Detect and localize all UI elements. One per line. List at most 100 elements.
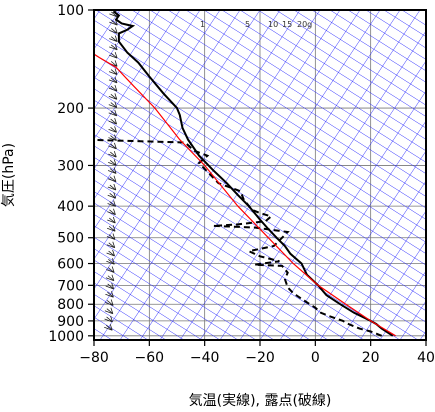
wind-barb bbox=[107, 175, 117, 183]
guide-line-shallow bbox=[94, 236, 257, 340]
series-line-0 bbox=[112, 10, 394, 337]
guide-line-steep bbox=[94, 10, 161, 110]
y-tick-label: 1000 bbox=[48, 329, 84, 345]
guide-line-shallow bbox=[113, 10, 426, 209]
guide-line-shallow bbox=[203, 10, 426, 152]
wind-barb bbox=[109, 27, 118, 34]
wind-barb bbox=[105, 299, 114, 306]
y-tick-label: 300 bbox=[57, 158, 84, 174]
wind-barbs bbox=[104, 10, 118, 331]
guide-line-steep bbox=[139, 10, 361, 340]
guide-line-steep bbox=[94, 10, 201, 170]
wind-barb bbox=[108, 134, 117, 141]
mixing-ratio-label: 15 bbox=[282, 20, 292, 29]
y-tick-label: 600 bbox=[57, 257, 84, 273]
wind-barb bbox=[108, 150, 117, 158]
x-tick-label: −40 bbox=[190, 350, 220, 366]
x-tick-label: −60 bbox=[135, 350, 165, 366]
wind-barb bbox=[106, 241, 116, 249]
wind-barb bbox=[106, 225, 116, 232]
mixing-ratio-label: 10 bbox=[268, 20, 278, 29]
guide-line-steep bbox=[94, 10, 141, 80]
guide-line-shallow bbox=[94, 145, 401, 340]
guide-line-shallow bbox=[95, 10, 426, 220]
y-tick-label: 100 bbox=[57, 3, 84, 19]
wind-barb bbox=[107, 208, 116, 216]
wind-barb bbox=[106, 266, 115, 273]
wind-barb bbox=[108, 101, 118, 108]
y-axis-title: 気圧(hPa) bbox=[1, 143, 17, 207]
x-tick-label: 0 bbox=[311, 350, 320, 366]
guide-line-steep bbox=[259, 90, 426, 340]
mixing-ratio-label: 20g bbox=[297, 20, 312, 29]
guide-line-shallow bbox=[131, 10, 426, 197]
wind-barb bbox=[107, 216, 116, 224]
x-tick-label: 40 bbox=[417, 350, 435, 366]
wind-barb bbox=[108, 93, 118, 100]
mixing-ratio-labels: 1 5 10 15 20g bbox=[200, 20, 312, 29]
wind-barb bbox=[108, 76, 118, 84]
guide-line-shallow bbox=[94, 31, 426, 243]
guide-line-shallow bbox=[94, 19, 426, 232]
guide-line-shallow bbox=[94, 282, 185, 340]
guide-line-steep bbox=[339, 210, 426, 340]
wind-barb bbox=[108, 126, 117, 133]
guide-line-shallow bbox=[239, 10, 426, 129]
wind-barb bbox=[108, 109, 118, 117]
wind-barb bbox=[108, 68, 118, 75]
guide-line-shallow bbox=[94, 191, 329, 340]
wind-barb bbox=[106, 249, 115, 257]
wind-barb bbox=[108, 159, 117, 166]
guide-line-steep bbox=[219, 30, 426, 340]
wind-barb bbox=[108, 142, 117, 150]
guide-line-shallow bbox=[94, 76, 426, 289]
guide-line-steep bbox=[379, 270, 426, 340]
wind-barb bbox=[109, 52, 118, 59]
guide-line-shallow bbox=[94, 156, 383, 340]
guide-line-shallow bbox=[167, 10, 426, 175]
y-tick-label: 800 bbox=[57, 297, 84, 313]
guide-line-steep bbox=[359, 240, 426, 340]
y-tick-label: 700 bbox=[57, 278, 84, 294]
guide-line-shallow bbox=[94, 65, 426, 277]
x-tick-label: −80 bbox=[79, 350, 109, 366]
guide-line-shallow bbox=[94, 202, 311, 340]
series-group bbox=[94, 10, 396, 337]
x-tick-label: −20 bbox=[245, 350, 275, 366]
wind-barb bbox=[108, 84, 118, 92]
guide-line-steep bbox=[179, 10, 401, 340]
wind-barb bbox=[104, 307, 114, 315]
y-tick-label: 400 bbox=[57, 199, 84, 215]
guide-line-steep bbox=[319, 180, 426, 340]
guide-line-shallow bbox=[94, 134, 419, 340]
wind-barb bbox=[109, 35, 118, 43]
wind-barb bbox=[107, 167, 117, 174]
guide-line-shallow bbox=[94, 54, 426, 266]
guide-line-steep bbox=[94, 10, 241, 230]
mixing-ratio-label: 5 bbox=[245, 20, 250, 29]
wind-barb bbox=[108, 117, 118, 125]
guide-line-shallow bbox=[94, 122, 426, 334]
series-line-2 bbox=[94, 53, 396, 337]
guide-line-shallow bbox=[94, 88, 426, 300]
guide-line-shallow bbox=[94, 111, 426, 323]
guide-line-shallow bbox=[94, 42, 426, 254]
guide-line-shallow bbox=[94, 168, 365, 340]
wind-barb bbox=[105, 291, 114, 298]
y-tick-label: 500 bbox=[57, 231, 84, 247]
wind-barb bbox=[105, 282, 115, 290]
wind-barb bbox=[104, 324, 113, 331]
guide-line-shallow bbox=[94, 214, 293, 340]
guide-line-shallow bbox=[257, 10, 426, 117]
wind-barb bbox=[106, 233, 116, 240]
guide-line-shallow bbox=[275, 10, 426, 106]
guide-line-shallow bbox=[293, 10, 426, 95]
y-tick-label: 900 bbox=[57, 314, 84, 330]
guide-line-steep bbox=[94, 10, 181, 140]
x-tick-label: 20 bbox=[362, 350, 380, 366]
wind-barb bbox=[107, 183, 117, 191]
x-axis-title: 気温(実線), 露点(破線) bbox=[189, 393, 332, 409]
guide-line-shallow bbox=[94, 259, 221, 340]
